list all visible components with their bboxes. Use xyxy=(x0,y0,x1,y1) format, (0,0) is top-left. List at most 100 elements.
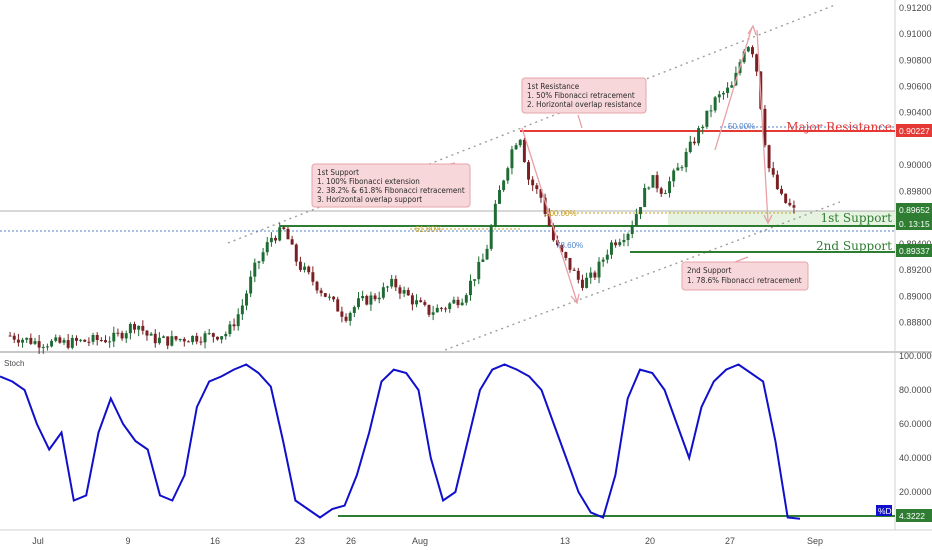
candle-body xyxy=(518,139,522,146)
candle-body xyxy=(610,242,613,255)
arrow-up-2 xyxy=(714,26,753,151)
price-tag-current: 0.89652 0. 13:15 xyxy=(896,203,932,230)
arrow-head-2 xyxy=(747,24,757,36)
candle-body xyxy=(406,290,410,296)
time-tick-label: Aug xyxy=(412,536,428,546)
candle-body xyxy=(70,337,74,348)
candle-body xyxy=(415,300,419,305)
arrow-head-3 xyxy=(763,214,773,225)
candle-body xyxy=(224,333,228,337)
candle-body xyxy=(58,337,62,343)
candle-body xyxy=(717,94,721,98)
candle-body xyxy=(361,295,365,299)
candle-body xyxy=(618,242,622,246)
candle-body xyxy=(373,295,377,300)
candle-body xyxy=(377,297,381,300)
candle-body xyxy=(672,170,676,182)
note-support1: 1st Support 1. 100% Fibonacci extension … xyxy=(311,163,471,208)
candle-body xyxy=(116,332,120,334)
price-tag-second-support: 0.89337 xyxy=(896,244,932,257)
candle-body xyxy=(485,248,489,260)
note-resistance1: 1st Resistance 1. 50% Fibonacci retracem… xyxy=(521,77,647,114)
candle-body xyxy=(780,189,783,194)
stoch-tick-label: 20.0000 xyxy=(899,487,932,497)
candle-body xyxy=(95,334,99,340)
candle-body xyxy=(298,261,302,270)
candle-body xyxy=(539,189,543,198)
candle-body xyxy=(191,335,195,343)
candle-body xyxy=(282,227,286,229)
candle-body xyxy=(16,339,20,343)
candle-body xyxy=(535,185,539,190)
candle-body xyxy=(522,139,526,163)
stoch-value-text: 4.3222 xyxy=(899,511,925,521)
candle-body xyxy=(481,259,485,262)
candle-body xyxy=(668,181,672,194)
candle-body xyxy=(348,312,352,321)
candle-body xyxy=(319,290,323,294)
time-tick-label: 27 xyxy=(725,536,735,546)
candle-body xyxy=(294,244,298,262)
candle-body xyxy=(547,213,551,227)
stoch-d-label: %D xyxy=(878,506,892,516)
candle-body xyxy=(410,295,414,305)
candle-body xyxy=(274,237,278,241)
candle-body xyxy=(166,336,170,346)
price-tag-current-bg xyxy=(896,203,932,230)
candle-body xyxy=(220,336,224,340)
candle-body xyxy=(344,316,348,321)
stoch-pane-label: Stoch xyxy=(4,359,24,368)
candle-body xyxy=(580,279,584,288)
candle-body xyxy=(303,266,307,270)
price-tick-label: 0.89400 xyxy=(899,239,932,249)
price-tick-label: 0.91200 xyxy=(899,3,932,13)
note-support2: 2nd Support 1. 78.6% Fibonacci retraceme… xyxy=(681,261,809,291)
candle-body xyxy=(327,296,331,298)
candle-body xyxy=(531,179,535,186)
candle-body xyxy=(448,303,452,309)
candle-body xyxy=(543,197,547,214)
candle-body xyxy=(211,333,215,337)
candle-body xyxy=(514,145,518,150)
time-tick-label: Sep xyxy=(807,536,823,546)
candle-body xyxy=(614,242,618,246)
candle-body xyxy=(12,335,16,340)
candle-body xyxy=(726,87,730,93)
note-support2-title: 2nd Support xyxy=(687,266,732,275)
time-tick-label: 23 xyxy=(295,536,305,546)
candle-body xyxy=(157,337,161,344)
price-tag-countdown-text: 0. 13:15 xyxy=(899,219,930,229)
candle-body xyxy=(394,278,398,288)
time-axis-ticks: Jul 9 16 23 26 Aug 13 20 27 Sep xyxy=(32,536,823,546)
candle-body xyxy=(149,333,153,336)
candle-body xyxy=(701,126,705,129)
candle-body xyxy=(493,203,497,227)
candle-body xyxy=(402,290,406,294)
candle-body xyxy=(551,226,555,241)
candle-body xyxy=(174,336,178,340)
candle-body xyxy=(249,276,253,294)
stoch-value-bg xyxy=(896,509,932,522)
candle-body xyxy=(112,332,116,342)
candle-body xyxy=(178,338,182,340)
candle-body xyxy=(290,239,294,245)
candle-body xyxy=(87,341,91,343)
candle-body xyxy=(195,335,199,342)
price-tag-current-text: 0.89652 xyxy=(899,205,930,215)
candle-body xyxy=(630,225,634,234)
candle-body xyxy=(684,151,688,168)
candle-body xyxy=(145,330,149,336)
note-support1-line1: 1. 100% Fibonacci extension xyxy=(317,177,420,186)
stoch-tick-label: 100.0000 xyxy=(899,351,932,361)
candle-body xyxy=(336,299,340,312)
candle-body xyxy=(676,167,680,171)
fib-50-label: 50.00% xyxy=(728,122,755,131)
candle-body xyxy=(788,202,792,206)
candle-body xyxy=(245,293,248,306)
candle-body xyxy=(137,325,141,330)
candle-body xyxy=(79,339,83,341)
candle-body xyxy=(643,187,647,208)
candle-body xyxy=(182,338,186,342)
candle-body xyxy=(775,174,779,190)
